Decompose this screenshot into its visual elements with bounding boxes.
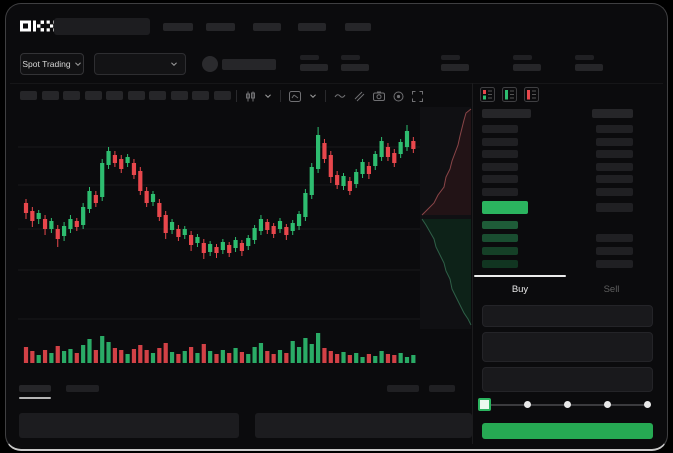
- divider: [280, 90, 281, 102]
- coin-icon: [202, 56, 218, 72]
- divider: [236, 90, 237, 102]
- timeframe-button-placeholder[interactable]: [106, 91, 123, 100]
- ask-amount-bar: [596, 175, 633, 183]
- slider-stop-100[interactable]: [644, 401, 651, 408]
- buy-submit-button[interactable]: [482, 423, 653, 439]
- pair-dropdown[interactable]: [94, 53, 186, 75]
- ask-amount-bar: [596, 150, 633, 158]
- ask-price-bar[interactable]: [482, 187, 518, 196]
- stat-label-placeholder: [300, 55, 319, 60]
- bid-price-bar[interactable]: [482, 247, 518, 255]
- timeframe-button-placeholder[interactable]: [127, 91, 145, 100]
- bottom-action-placeholder[interactable]: [429, 385, 455, 392]
- pair-name-placeholder: [222, 59, 276, 70]
- header-search-placeholder[interactable]: [54, 18, 150, 35]
- stat-value-placeholder: [575, 64, 603, 71]
- chart-toolbar-icons: [236, 90, 423, 102]
- stat-value-placeholder: [341, 64, 369, 71]
- settings-icon[interactable]: [393, 91, 404, 102]
- book-bids-icon[interactable]: [502, 87, 517, 102]
- bid-price-bar[interactable]: [482, 260, 518, 268]
- tab-buy[interactable]: Buy: [511, 283, 529, 295]
- orderbook-header-amount: [592, 109, 633, 118]
- bid-amount-bar: [596, 247, 633, 255]
- timeframe-button-placeholder[interactable]: [170, 91, 188, 100]
- ask-price-bar[interactable]: [482, 125, 518, 133]
- timeframe-button-placeholder[interactable]: [84, 91, 102, 100]
- chevron-down-icon: [171, 62, 177, 67]
- stat-value-placeholder: [300, 64, 328, 71]
- market-type-dropdown[interactable]: Spot Trading: [20, 53, 84, 75]
- nav-item-placeholder[interactable]: [206, 23, 235, 31]
- panel-divider: [472, 83, 473, 444]
- slider-stop-75[interactable]: [604, 401, 611, 408]
- timeframe-button-placeholder[interactable]: [149, 91, 166, 100]
- total-input[interactable]: [482, 367, 653, 392]
- ask-price-bar[interactable]: [482, 175, 518, 183]
- nav-item-placeholder[interactable]: [163, 23, 193, 31]
- okx-logo[interactable]: [20, 20, 57, 32]
- stat-label-placeholder: [575, 55, 594, 60]
- book-asks-icon[interactable]: [524, 87, 539, 102]
- bid-price-bar[interactable]: [482, 234, 518, 242]
- stat-value-placeholder: [441, 64, 469, 71]
- bottom-tab-active[interactable]: [19, 385, 51, 392]
- market-type-label: Spot Trading: [22, 59, 71, 69]
- stat-label-placeholder: [513, 55, 532, 60]
- divider: [325, 90, 326, 102]
- bid-price-bar[interactable]: [482, 221, 518, 229]
- candlestick-chart[interactable]: [18, 107, 473, 369]
- nav-item-placeholder[interactable]: [298, 23, 326, 31]
- camera-icon[interactable]: [373, 91, 385, 101]
- chart-type-icon[interactable]: [245, 91, 256, 102]
- ask-price-bar[interactable]: [482, 162, 518, 171]
- amount-input[interactable]: [482, 332, 653, 362]
- device-frame: Spot Trading: [5, 3, 668, 451]
- slider-stop-25[interactable]: [524, 401, 531, 408]
- bottom-tab[interactable]: [66, 385, 99, 392]
- ask-amount-bar: [596, 162, 633, 171]
- orders-table-header: [19, 413, 239, 438]
- app-screen: Spot Trading: [10, 7, 663, 444]
- timeframe-button-placeholder[interactable]: [41, 91, 59, 100]
- ask-amount-bar: [596, 137, 633, 146]
- last-price-badge[interactable]: [482, 201, 528, 214]
- ask-amount-bar: [596, 125, 633, 133]
- timeframe-button-placeholder[interactable]: [20, 91, 37, 100]
- chevron-down-icon[interactable]: [309, 93, 317, 99]
- bottom-action-placeholder[interactable]: [387, 385, 419, 392]
- orders-table-header: [255, 413, 472, 438]
- buy-tab-indicator: [474, 275, 566, 277]
- stat-label-placeholder: [341, 55, 360, 60]
- bottom-tab-indicator: [19, 397, 51, 399]
- nav-item-placeholder[interactable]: [253, 23, 281, 31]
- timeframe-button-placeholder[interactable]: [192, 91, 209, 100]
- slider-stop-50[interactable]: [564, 401, 571, 408]
- bid-amount-bar: [596, 260, 633, 268]
- chevron-down-icon: [74, 62, 81, 67]
- fullscreen-icon[interactable]: [412, 90, 423, 102]
- indicators-icon[interactable]: [289, 90, 301, 102]
- line-style-icon[interactable]: [334, 92, 346, 100]
- stat-label-placeholder: [441, 55, 460, 60]
- ask-amount-bar: [596, 187, 633, 196]
- price-input[interactable]: [482, 305, 653, 327]
- slider-handle[interactable]: [478, 398, 491, 411]
- orderbook-header-price: [482, 109, 531, 118]
- nav-item-placeholder[interactable]: [345, 23, 371, 31]
- stat-value-placeholder: [513, 64, 541, 71]
- timeframe-button-placeholder[interactable]: [213, 91, 231, 100]
- ask-price-bar[interactable]: [482, 150, 518, 158]
- book-split-icon[interactable]: [480, 87, 495, 102]
- bid-amount-bar: [596, 234, 633, 242]
- tab-sell[interactable]: Sell: [603, 283, 620, 295]
- chevron-down-icon[interactable]: [264, 93, 272, 99]
- ask-price-bar[interactable]: [482, 137, 518, 146]
- draw-icon[interactable]: [354, 91, 365, 102]
- timeframe-button-placeholder[interactable]: [63, 91, 80, 100]
- orderbook-amount-bar: [596, 203, 633, 212]
